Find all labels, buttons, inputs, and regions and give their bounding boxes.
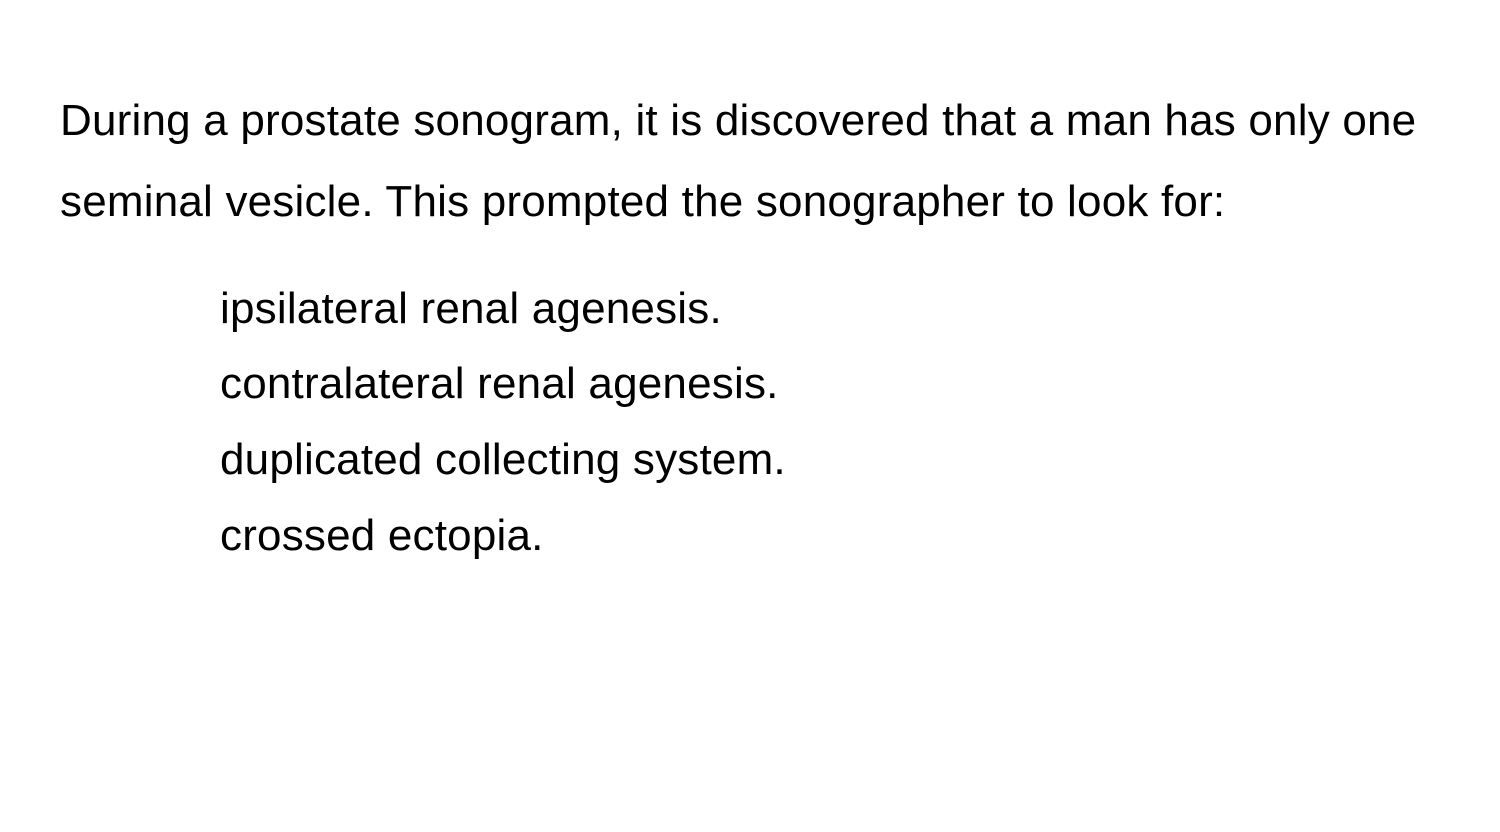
option-c: duplicated collecting system. xyxy=(220,422,1440,498)
question-stem: During a prostate sonogram, it is discov… xyxy=(60,80,1440,243)
option-a: ipsilateral renal agenesis. xyxy=(220,271,1440,347)
option-b: contralateral renal agenesis. xyxy=(220,346,1440,422)
option-d: crossed ectopia. xyxy=(220,498,1440,574)
options-container: ipsilateral renal agenesis. contralatera… xyxy=(60,271,1440,574)
